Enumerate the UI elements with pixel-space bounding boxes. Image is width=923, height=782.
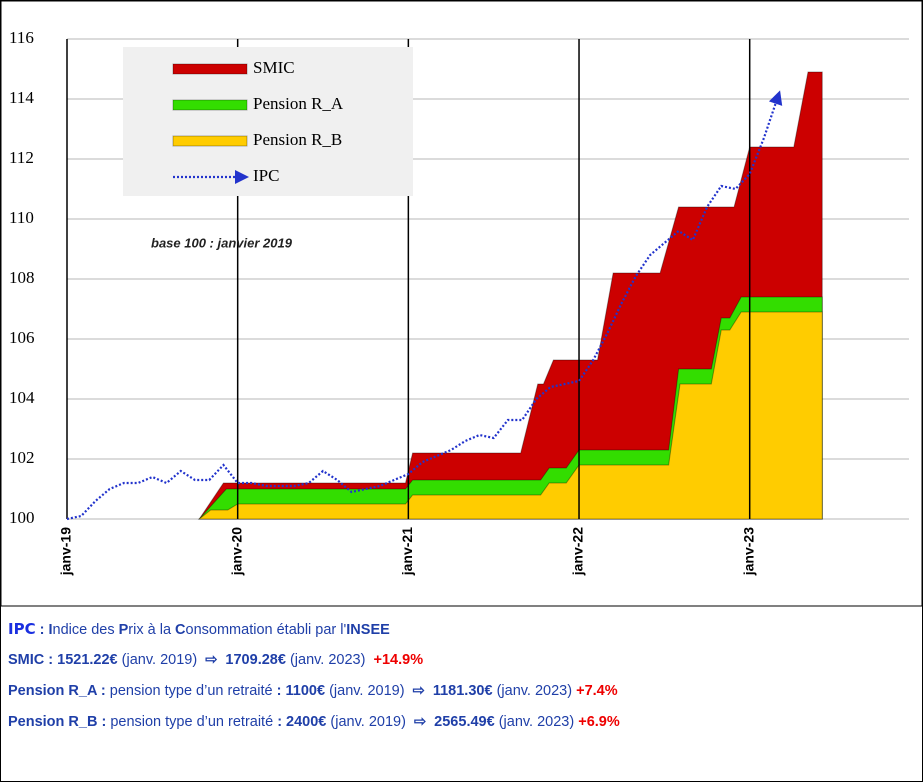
y-tick-label: 108 [9,268,35,287]
footer-text: Pension R_B : [8,714,107,730]
legend-label: Pension R_B [253,130,342,149]
footer-text: ⇨ [205,652,218,668]
x-tick-label: janv-23 [740,527,756,576]
y-tick-label: 114 [9,88,34,107]
footer-text: (janv. 2023) [285,652,374,668]
footer-text: Pension R_A : [8,683,106,699]
footer-text: ⇨ [413,714,427,730]
footer-text: rix à la [128,622,176,638]
legend-swatch [172,63,248,75]
footer-text: 2565.49€ [426,714,495,730]
footer-text: 1181.30€ [424,683,493,699]
footer-text: IPC [8,620,36,638]
footer-line: Pension R_A : pension type d’un retraité… [8,676,914,707]
footer-text: I [48,622,53,638]
footer-text: ndice des [52,622,119,638]
y-tick-label: 102 [9,448,35,467]
legend-arrow [235,170,249,184]
x-tick-label: janv-19 [58,527,74,576]
footer-text: +14.9% [373,652,424,668]
y-tick-label: 116 [9,28,34,47]
y-tick-label: 110 [9,208,34,227]
legend-label: Pension R_A [253,94,344,113]
x-tick-label: janv-21 [399,527,415,576]
footer: IPC : Indice des Prix à la Consommation … [8,614,914,738]
chart: 100 102 104 106 108 110 112 114 116 janv-19 janv-2… [1,1,922,607]
legend-swatch [172,135,248,147]
footer-line: IPC : Indice des Prix à la Consommation … [8,614,914,645]
footer-text: (janv. 2023) [494,714,579,730]
footer-text: onsommation établi par l' [185,622,347,638]
y-tick-label: 106 [9,328,35,347]
x-tick-label: janv-20 [228,527,244,576]
annotation: base 100 : janvier 2019 [151,235,293,250]
footer-text: 1709.28€ [217,652,286,668]
footer-text: : 1100€ [276,683,326,699]
footer-text: C [175,622,186,638]
footer-text: pension type d’un retraité [105,683,277,699]
footer-line: SMIC : 1521.22€ (janv. 2019) ⇨ 1709.28€ … [8,645,914,676]
footer-text: : 2400€ [277,714,327,730]
footer-text: ⇨ [412,683,425,699]
y-tick-label: 112 [9,148,34,167]
arrow-head [768,90,783,106]
legend-swatch [172,99,248,111]
y-tick-label: 104 [9,388,35,407]
y-tick-label: 100 [9,508,35,527]
footer-text: +7.4% [576,683,618,699]
footer-line: Pension R_B : pension type d’un retraité… [8,707,914,738]
footer-text: P [118,622,129,638]
x-tick-label: janv-22 [570,527,586,576]
footer-text: : [35,622,49,638]
footer-text: (janv. 2019) [325,683,413,699]
footer-text: pension type d’un retraité [106,714,278,730]
area [198,296,823,520]
footer-text: SMIC : 1521.22€ [8,652,118,668]
footer-text: (janv. 2019) [326,714,414,730]
footer-text: +6.9% [578,714,620,730]
legend-label: IPC [253,166,279,185]
legend-label: SMIC [253,58,295,77]
area [198,71,823,520]
footer-text: (janv. 2019) [117,652,206,668]
footer-text: INSEE [346,622,390,638]
legend-box [123,47,413,196]
line [66,95,780,521]
footer-text: (janv. 2023) [492,683,577,699]
